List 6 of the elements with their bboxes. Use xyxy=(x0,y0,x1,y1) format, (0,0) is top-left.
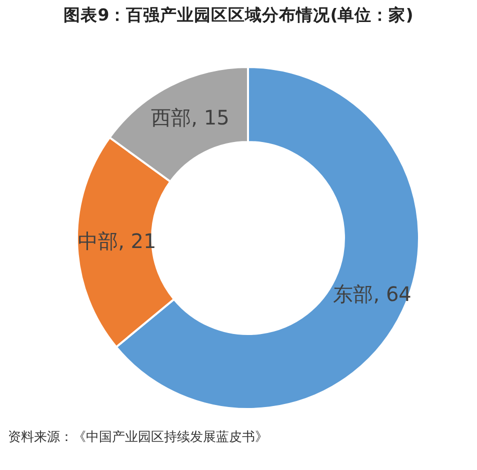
slice-label: 中部 xyxy=(78,229,118,254)
chart-title: 图表9：百强产业园区区域分布情况(单位：家) xyxy=(64,6,414,24)
slice-label: 东部 xyxy=(333,282,374,306)
slice-label: 西部 xyxy=(151,106,192,130)
data-label: , 15 xyxy=(191,106,230,130)
text: 资料来源：《中国产业园区持续发展蓝皮书》 xyxy=(8,430,268,445)
